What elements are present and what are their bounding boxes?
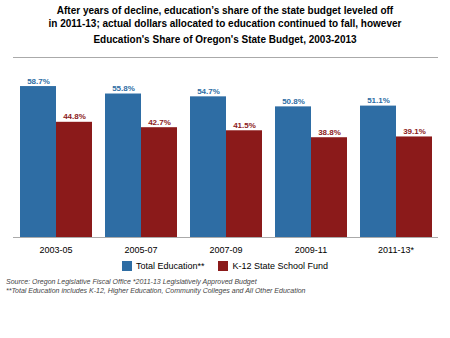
svg-text:2009-11: 2009-11 — [295, 245, 327, 255]
html-text:Source: Oregon Legislative Fis: Source: Oregon Legislative Fiscal Office… — [6, 278, 257, 285]
svg-text:58.7%: 58.7% — [27, 77, 50, 86]
svg-text:2005-07: 2005-07 — [124, 245, 157, 255]
svg-text:2007-09: 2007-09 — [209, 245, 242, 255]
svg-text:50.8%: 50.8% — [282, 97, 305, 106]
svg-text:38.8%: 38.8% — [318, 128, 341, 137]
svg-text:51.1%: 51.1% — [367, 96, 390, 105]
svg-text:2011-13*: 2011-13* — [378, 245, 414, 255]
svg-text:41.5%: 41.5% — [233, 121, 256, 130]
svg-text:55.8%: 55.8% — [112, 84, 135, 93]
html-text:**Total Education includes K-1: **Total Education includes K-12, Higher … — [6, 287, 306, 295]
html-text:K-12 State School Fund: K-12 State School Fund — [232, 261, 328, 271]
svg-text:2003-05: 2003-05 — [39, 245, 72, 255]
svg-text:54.7%: 54.7% — [197, 87, 220, 96]
html-text:Total Education**: Total Education** — [135, 261, 205, 271]
svg-text:44.8%: 44.8% — [63, 112, 86, 121]
svg-text:39.1%: 39.1% — [403, 127, 426, 136]
svg-text:42.7%: 42.7% — [148, 118, 171, 127]
html-text:Education's Share of Oregon's: Education's Share of Oregon's State Budg… — [93, 34, 357, 45]
html-text:After years of decline, educat: After years of decline, education’s shar… — [48, 5, 402, 29]
